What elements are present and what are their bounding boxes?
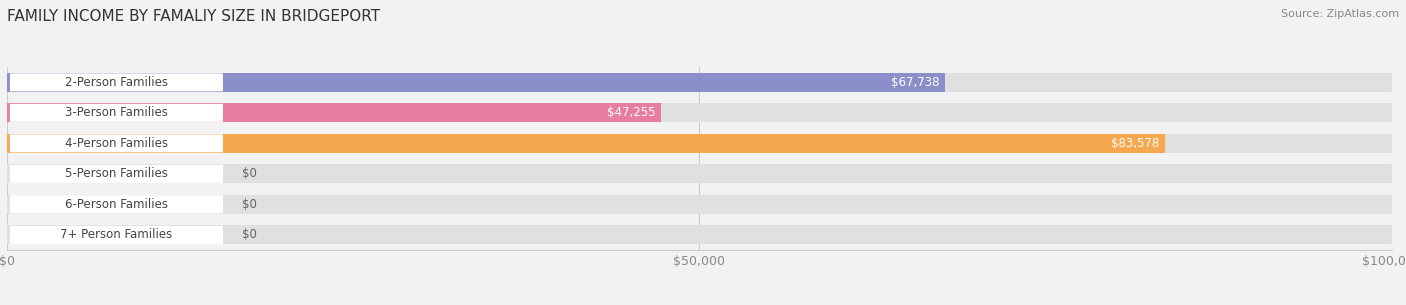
FancyBboxPatch shape xyxy=(11,227,222,242)
Bar xyxy=(7,103,1392,122)
Text: 2-Person Families: 2-Person Families xyxy=(65,76,167,89)
Bar xyxy=(7,164,1392,183)
Bar xyxy=(7,73,1392,92)
Text: 6-Person Families: 6-Person Families xyxy=(65,198,167,211)
Text: 4-Person Families: 4-Person Families xyxy=(65,137,167,150)
Text: 3-Person Families: 3-Person Families xyxy=(65,106,167,119)
Text: $0: $0 xyxy=(242,228,257,241)
Text: $67,738: $67,738 xyxy=(891,76,939,89)
Bar xyxy=(7,195,1392,214)
Bar xyxy=(7,134,1164,153)
FancyBboxPatch shape xyxy=(11,166,222,181)
Bar xyxy=(7,103,661,122)
FancyBboxPatch shape xyxy=(11,197,222,212)
Text: 5-Person Families: 5-Person Families xyxy=(65,167,167,180)
FancyBboxPatch shape xyxy=(11,75,222,90)
Bar xyxy=(7,134,1392,153)
Text: $83,578: $83,578 xyxy=(1111,137,1159,150)
FancyBboxPatch shape xyxy=(11,136,222,151)
Text: $0: $0 xyxy=(242,198,257,211)
Text: $47,255: $47,255 xyxy=(607,106,657,119)
Text: 7+ Person Families: 7+ Person Families xyxy=(60,228,173,241)
Bar xyxy=(7,225,1392,244)
Text: Source: ZipAtlas.com: Source: ZipAtlas.com xyxy=(1281,9,1399,19)
Bar xyxy=(7,73,945,92)
Text: $0: $0 xyxy=(242,167,257,180)
Text: FAMILY INCOME BY FAMALIY SIZE IN BRIDGEPORT: FAMILY INCOME BY FAMALIY SIZE IN BRIDGEP… xyxy=(7,9,380,24)
FancyBboxPatch shape xyxy=(11,105,222,120)
